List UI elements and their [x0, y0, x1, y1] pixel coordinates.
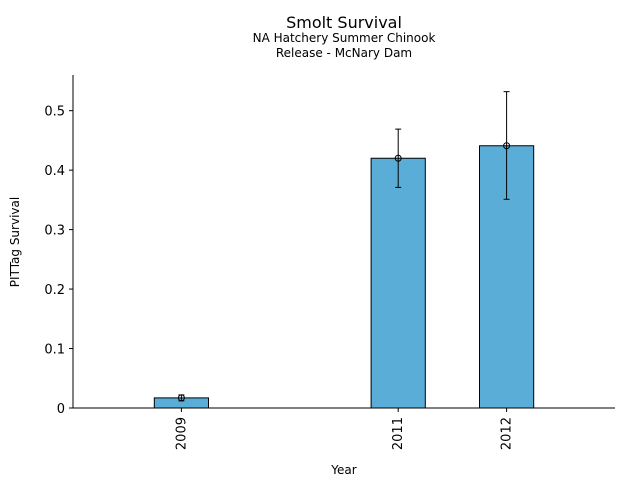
- x-axis-label: Year: [330, 463, 356, 477]
- chart-title: Smolt Survival: [286, 13, 402, 32]
- errorbars-layer: [177, 91, 511, 402]
- y-tick-label-0.4: 0.4: [44, 164, 65, 179]
- x-tick-label-2011: 2011: [391, 417, 406, 450]
- data-point-2012: [503, 142, 511, 150]
- bar-2011: [370, 157, 426, 409]
- y-ticks-layer: 0 0.1 0.2 0.3 0.4 0.5: [44, 105, 73, 417]
- y-tick-label-0.2: 0.2: [44, 283, 65, 298]
- data-point-2009: [177, 394, 185, 402]
- y-tick-label-0: 0: [57, 402, 65, 417]
- bars-layer: [153, 145, 535, 409]
- y-axis-label: PITTag Survival: [8, 197, 22, 287]
- data-point-2011: [394, 154, 402, 162]
- chart-subtitle-line-2: Release - McNary Dam: [276, 46, 412, 60]
- y-tick-label-0.5: 0.5: [44, 105, 65, 120]
- x-tick-label-2009: 2009: [174, 417, 189, 450]
- x-ticks-layer: 2009 2011 2012: [174, 408, 515, 450]
- bar-2012: [479, 145, 535, 409]
- y-tick-label-0.3: 0.3: [44, 224, 65, 239]
- chart-subtitle-line-1: NA Hatchery Summer Chinook: [253, 31, 436, 45]
- x-tick-label-2012: 2012: [500, 417, 515, 450]
- y-tick-label-0.1: 0.1: [44, 343, 65, 358]
